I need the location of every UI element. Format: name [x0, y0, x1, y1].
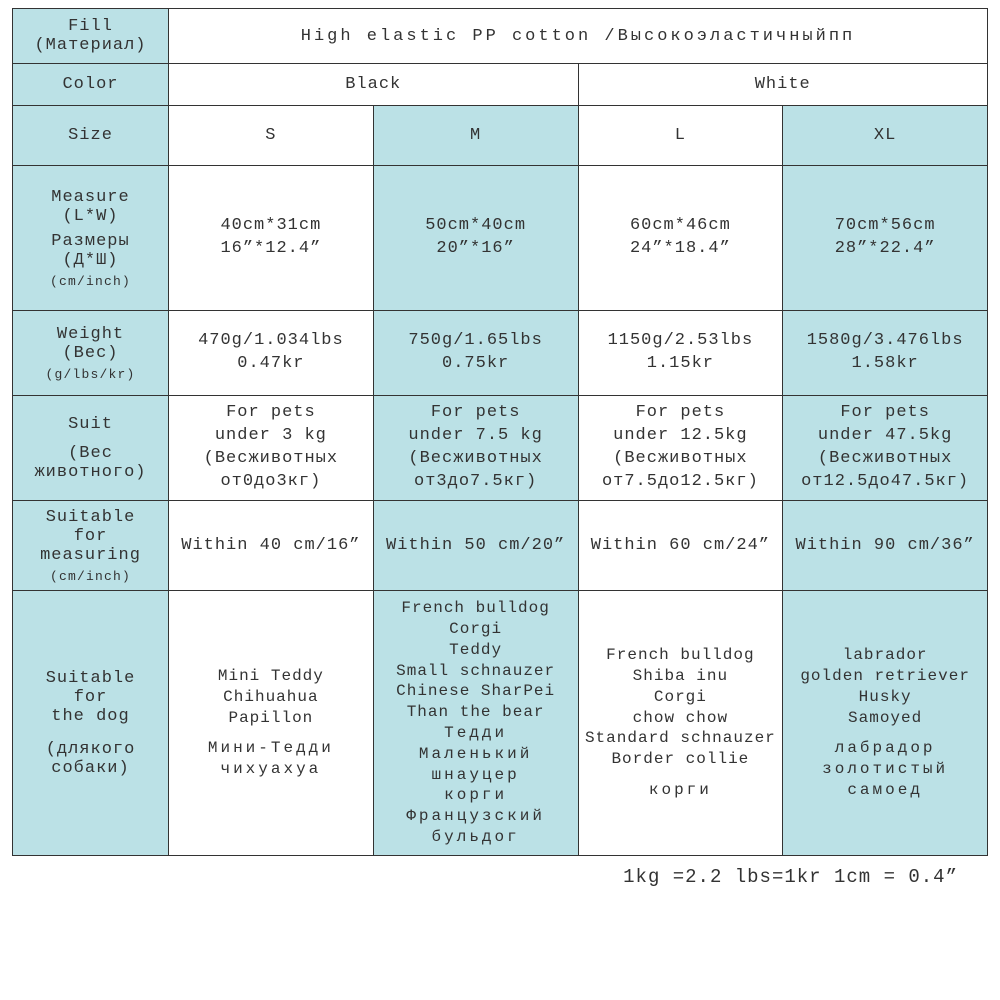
- dogs-label: Suitable for the dog (длякого собаки): [13, 591, 169, 856]
- dog-breed-item: Border collie: [583, 749, 779, 770]
- sfm-m: Within 50 cm/20”: [373, 501, 578, 591]
- row-size: Size S M L XL: [13, 106, 988, 166]
- weight-l: 1150g/2.53lbs1.15kr: [578, 311, 783, 396]
- dogs-m: French bulldogCorgiTeddySmall schnauzerC…: [373, 591, 578, 856]
- dog-breed-item: golden retriever: [787, 666, 983, 687]
- dog-breed-item: Teddy: [378, 640, 574, 661]
- measure-s: 40cm*31cm 16”*12.4”: [169, 166, 374, 311]
- dog-breed-item: Papillon: [173, 708, 369, 729]
- suit-l: For petsunder 12.5kg (Весживотныхот7.5до…: [578, 396, 783, 501]
- dogs-xl: labradorgolden retrieverHuskySamoyed лаб…: [783, 591, 988, 856]
- dog-breed-item: Тедди: [378, 723, 574, 744]
- sfm-l: Within 60 cm/24”: [578, 501, 783, 591]
- weight-s: 470g/1.034lbs0.47kr: [169, 311, 374, 396]
- dog-breed-item: Shiba inu: [583, 666, 779, 687]
- dog-breed-item: Corgi: [583, 687, 779, 708]
- footer-note: 1kg =2.2 lbs=1kr 1cm = 0.4”: [12, 856, 988, 888]
- row-suit: Suit (Вес животного) For petsunder 3 kg …: [13, 396, 988, 501]
- fill-value: High elastic PP cotton /Высокоэластичный…: [169, 9, 988, 64]
- dog-breed-item: чихуахуа: [173, 759, 369, 780]
- color-label: Color: [13, 64, 169, 106]
- dog-breed-item: chow chow: [583, 708, 779, 729]
- dog-breed-item: Than the bear: [378, 702, 574, 723]
- dog-breed-item: Французский: [378, 806, 574, 827]
- suit-label: Suit (Вес животного): [13, 396, 169, 501]
- dog-breed-item: бульдог: [378, 827, 574, 848]
- dog-breed-item: корги: [583, 780, 779, 801]
- dog-breed-item: [173, 728, 369, 738]
- size-s: S: [169, 106, 374, 166]
- fill-label: Fill (Материал): [13, 9, 169, 64]
- dog-breed-item: Chinese SharPei: [378, 681, 574, 702]
- dog-breed-item: Chihuahua: [173, 687, 369, 708]
- dog-breed-item: лабрадор: [787, 738, 983, 759]
- dog-breed-item: золотистый: [787, 759, 983, 780]
- suit-s: For petsunder 3 kg (Весживотныхот0до3кг): [169, 396, 374, 501]
- dog-breed-item: Small schnauzer: [378, 661, 574, 682]
- suit-xl: For petsunder 47.5kg (Весживотныхот12.5д…: [783, 396, 988, 501]
- weight-xl: 1580g/3.476lbs1.58kr: [783, 311, 988, 396]
- dog-breed-item: Husky: [787, 687, 983, 708]
- dog-breed-item: Standard schnauzer: [583, 728, 779, 749]
- dog-breed-item: [787, 728, 983, 738]
- row-suitable-measuring: Suitable for measuring (cm/inch) Within …: [13, 501, 988, 591]
- dog-breed-item: самоед: [787, 780, 983, 801]
- dog-breed-item: French bulldog: [378, 598, 574, 619]
- dog-breed-item: корги: [378, 785, 574, 806]
- dog-breed-item: French bulldog: [583, 645, 779, 666]
- color-white: White: [578, 64, 988, 106]
- size-l: L: [578, 106, 783, 166]
- row-color: Color Black White: [13, 64, 988, 106]
- row-weight: Weight (Вес) (g/lbs/kr) 470g/1.034lbs0.4…: [13, 311, 988, 396]
- measure-l: 60cm*46cm 24”*18.4”: [578, 166, 783, 311]
- row-dogs: Suitable for the dog (длякого собаки) Mi…: [13, 591, 988, 856]
- product-spec-table: Fill (Материал) High elastic PP cotton /…: [12, 8, 988, 856]
- weight-label: Weight (Вес) (g/lbs/kr): [13, 311, 169, 396]
- dogs-s: Mini TeddyChihuahuaPapillon Мини-Теддичи…: [169, 591, 374, 856]
- sfm-xl: Within 90 cm/36”: [783, 501, 988, 591]
- dog-breed-item: [583, 770, 779, 780]
- size-label: Size: [13, 106, 169, 166]
- measure-xl: 70cm*56cm 28”*22.4”: [783, 166, 988, 311]
- measure-label: Measure (L*W) Размеры (Д*Ш) (cm/inch): [13, 166, 169, 311]
- dog-breed-item: Samoyed: [787, 708, 983, 729]
- dogs-l: French bulldogShiba inuCorgichow chowSta…: [578, 591, 783, 856]
- suit-m: For petsunder 7.5 kg (Весживотныхот3до7.…: [373, 396, 578, 501]
- dog-breed-item: Мини-Тедди: [173, 738, 369, 759]
- measure-m: 50cm*40cm 20”*16”: [373, 166, 578, 311]
- sfm-s: Within 40 cm/16”: [169, 501, 374, 591]
- dog-breed-item: Corgi: [378, 619, 574, 640]
- dog-breed-item: Маленький: [378, 744, 574, 765]
- size-m: M: [373, 106, 578, 166]
- dog-breed-item: шнауцер: [378, 765, 574, 786]
- row-fill: Fill (Материал) High elastic PP cotton /…: [13, 9, 988, 64]
- dog-breed-item: Mini Teddy: [173, 666, 369, 687]
- sfm-label: Suitable for measuring (cm/inch): [13, 501, 169, 591]
- color-black: Black: [169, 64, 579, 106]
- dog-breed-item: labrador: [787, 645, 983, 666]
- size-xl: XL: [783, 106, 988, 166]
- weight-m: 750g/1.65lbs0.75kr: [373, 311, 578, 396]
- row-measure: Measure (L*W) Размеры (Д*Ш) (cm/inch) 40…: [13, 166, 988, 311]
